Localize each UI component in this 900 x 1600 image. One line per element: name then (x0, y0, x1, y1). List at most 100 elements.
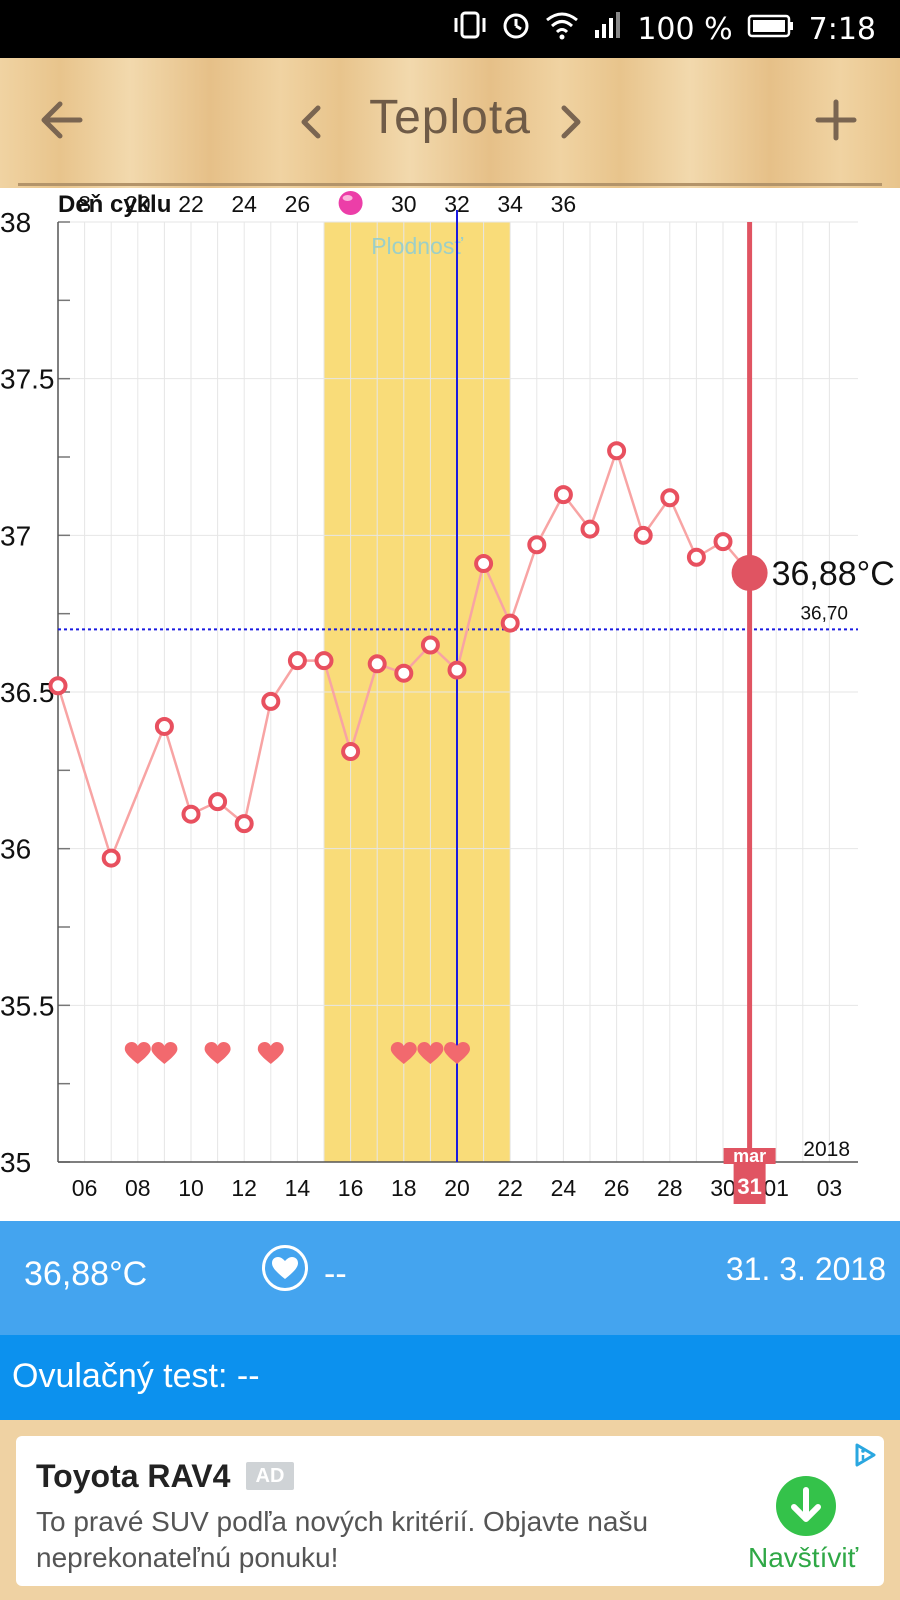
selected-day-marker-bg (733, 1164, 766, 1204)
cycle-day-tick-label: 34 (497, 191, 523, 217)
app-bar: Teplota (0, 58, 900, 188)
date-tick-label: 18 (391, 1175, 417, 1201)
app-bar-divider (18, 183, 882, 186)
chevron-left-icon (301, 105, 321, 139)
y-tick-label: 36.5 (0, 677, 55, 708)
coverline-label: 36,70 (800, 603, 848, 624)
temperature-point (500, 613, 520, 633)
month-marker-bg (723, 1148, 776, 1164)
temperature-point (474, 554, 494, 574)
temperature-point (341, 742, 361, 762)
date-tick-label: 20 (444, 1175, 470, 1201)
y-tick-label: 37.5 (0, 364, 55, 395)
selected-temperature-point (731, 554, 768, 591)
temperature-point (660, 488, 680, 508)
intercourse-heart-icon (204, 1042, 231, 1064)
intercourse-heart-icon (390, 1042, 417, 1064)
temperature-point (287, 651, 307, 671)
add-button[interactable] (814, 98, 858, 147)
intercourse-button[interactable] (262, 1245, 308, 1291)
next-cycle-button[interactable] (558, 102, 586, 147)
ad-visit-button[interactable]: Navštíviť (748, 1542, 859, 1573)
chevron-right-icon (561, 105, 581, 139)
temperature-point (527, 535, 547, 555)
y-tick-label: 38 (0, 207, 31, 238)
date-tick-label: 06 (72, 1175, 98, 1201)
status-bar: 100 % 7:18 (0, 0, 900, 58)
intercourse-heart-icon (151, 1042, 178, 1064)
period-marker-highlight (342, 195, 353, 201)
year-label: 2018 (803, 1138, 850, 1161)
y-tick-label: 37 (0, 520, 31, 551)
intercourse-heart-icon (417, 1042, 444, 1064)
temperature-point (420, 635, 440, 655)
temperature-point (101, 848, 121, 868)
battery-percent: 100 % (637, 11, 733, 47)
ad-title: Toyota RAV4 (36, 1458, 231, 1494)
temperature-point (394, 663, 414, 683)
battery-icon (747, 12, 795, 47)
temperature-point (633, 525, 653, 545)
ovulation-test-row[interactable]: Ovulačný test: -- (0, 1335, 900, 1420)
adchoices-icon[interactable] (852, 1442, 878, 1468)
date-tick-label: 08 (125, 1175, 151, 1201)
ad-body: To pravé SUV podľa nových kritérií. Obja… (36, 1506, 649, 1573)
y-tick-label: 36 (0, 834, 31, 865)
cycle-day-tick-label: 24 (231, 191, 257, 217)
temperature-point (234, 814, 254, 834)
cycle-day-tick-label: 36 (551, 191, 577, 217)
y-tick-label: 35 (0, 1147, 31, 1178)
cycle-day-tick-label: 8 (78, 191, 91, 217)
date-tick-label: 03 (817, 1175, 843, 1201)
arrow-left-icon (41, 101, 83, 139)
cycle-axis-label: Deň cyklu (58, 191, 171, 218)
cycle-day-tick-label: 20 (125, 191, 151, 217)
heart-icon (272, 1257, 298, 1279)
download-icon[interactable] (776, 1476, 836, 1536)
ad-area: Toyota RAV4 AD To pravé SUV podľa nových… (0, 1420, 900, 1600)
temperature-point (553, 485, 573, 505)
selected-date: 31. 3. 2018 (725, 1251, 886, 1287)
date-tick-label: 24 (551, 1175, 577, 1201)
date-tick-label: 26 (604, 1175, 630, 1201)
temperature-point (580, 519, 600, 539)
selected-temperature-label: 36,88°C (772, 555, 895, 593)
date-tick-label: 16 (338, 1175, 364, 1201)
clock: 7:18 (808, 11, 876, 47)
vibrate-icon (453, 10, 487, 48)
y-tick-label: 35.5 (0, 990, 55, 1021)
previous-cycle-button[interactable] (296, 102, 324, 147)
signal-icon (593, 10, 623, 48)
temperature-point (208, 792, 228, 812)
temperature-point (154, 716, 174, 736)
temperature-point (447, 660, 467, 680)
back-button[interactable] (38, 96, 86, 149)
temperature-point (48, 676, 68, 696)
selected-day-info[interactable]: 36,88°C -- 31. 3. 2018 (0, 1221, 900, 1335)
intercourse-heart-icon (124, 1042, 151, 1064)
wifi-icon (545, 10, 579, 48)
plus-icon (815, 99, 857, 141)
temperature-point (261, 691, 281, 711)
temperature-chart[interactable]: 35 35.5 36 36.5 37 37.5 38 Plodnosť Deň cyklu 8 20… (0, 188, 900, 1221)
ad-badge: AD (246, 1462, 294, 1490)
temperature-point (607, 441, 627, 461)
month-marker-label: mar (733, 1146, 766, 1166)
cycle-day-tick-label: 30 (391, 191, 417, 217)
ad-card[interactable]: Toyota RAV4 AD To pravé SUV podľa nových… (16, 1436, 884, 1586)
temperature-point (713, 532, 733, 552)
temperature-point (314, 651, 334, 671)
alarm-icon (501, 10, 531, 48)
date-tick-label: 01 (763, 1175, 789, 1201)
selected-temperature: 36,88°C (24, 1255, 148, 1293)
cycle-day-tick-label: 26 (285, 191, 311, 217)
date-tick-label: 28 (657, 1175, 683, 1201)
ovulation-test-label: Ovulačný test: -- (12, 1357, 260, 1395)
date-tick-label: 30 (710, 1175, 736, 1201)
temperature-point (686, 547, 706, 567)
cycle-day-tick-label: 22 (178, 191, 204, 217)
date-tick-label: 14 (285, 1175, 311, 1201)
date-tick-label: 22 (497, 1175, 523, 1201)
period-marker (338, 191, 363, 215)
